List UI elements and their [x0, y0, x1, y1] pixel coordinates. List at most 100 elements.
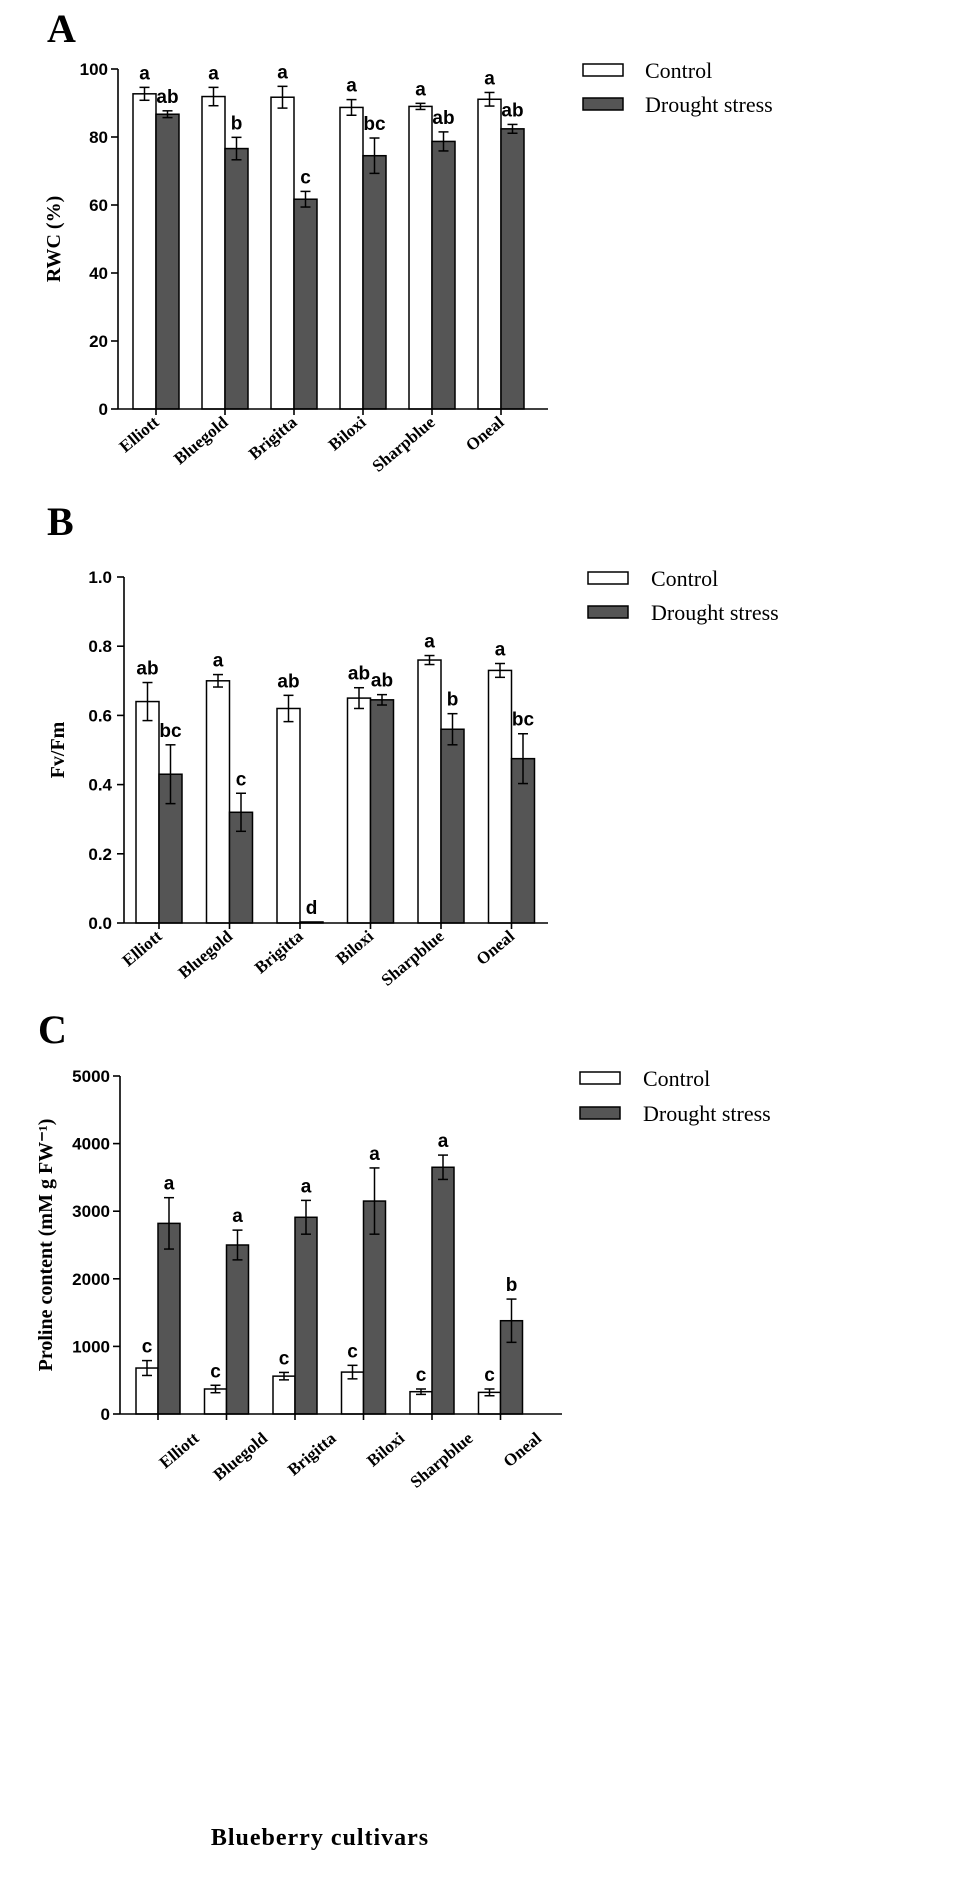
y-axis-label: Fv/Fm [47, 721, 69, 778]
bar-drought-biloxi [369, 699, 395, 924]
bar-control-bluegold [205, 680, 231, 924]
y-tick-label: 60 [89, 196, 108, 215]
significance-letter: ab [348, 664, 370, 685]
x-tick-label: Bluegold [210, 1428, 272, 1484]
y-tick-label: 20 [89, 332, 108, 351]
legend-swatch-control [587, 571, 629, 585]
y-tick-label: 100 [80, 60, 108, 79]
y-tick-label: 80 [89, 128, 108, 147]
bar-drought-oneal [500, 128, 525, 410]
significance-letter: a [139, 63, 150, 84]
bar-drought-sharpblue [440, 728, 465, 924]
bar-control-elliott [135, 700, 160, 924]
panel-b: Bab aab aba abccdabbbc0.00.20.40.60.81.0Ell… [47, 499, 779, 990]
x-tick-label: Elliott [156, 1428, 203, 1472]
bar-control-brigitta [276, 707, 301, 924]
y-tick-label: 0.6 [88, 706, 112, 725]
significance-letter: a [232, 1206, 243, 1227]
y-axis-label: Proline content (mM g FW⁻¹) [35, 1119, 57, 1372]
y-tick-label: 0 [99, 400, 108, 419]
significance-letter: a [346, 76, 357, 97]
significance-letter: b [447, 690, 459, 711]
significance-letter: c [236, 769, 247, 790]
significance-letter: bc [512, 710, 535, 731]
panel-letter: B [47, 499, 74, 544]
x-tick-label: Brigitta [284, 1428, 340, 1479]
bar-drought-elliott [157, 1222, 181, 1415]
significance-letter: bc [363, 114, 386, 135]
y-tick-label: 0.2 [88, 845, 112, 864]
bar-control-biloxi [346, 697, 372, 924]
significance-letter: c [347, 1341, 358, 1362]
significance-letter: a [369, 1144, 380, 1165]
panel-letter: A [47, 6, 76, 51]
x-axis-label: Blueberry cultivars [211, 1825, 429, 1851]
significance-letter: b [506, 1275, 518, 1296]
significance-letter: ab [371, 671, 393, 692]
x-tick-label: Biloxi [325, 412, 370, 454]
significance-letter: ab [501, 100, 523, 121]
bar-control-oneal [477, 98, 502, 410]
significance-letter: c [279, 1348, 290, 1369]
bar-control-brigitta [272, 1375, 296, 1415]
significance-letter: bc [159, 721, 182, 742]
y-tick-label: 3000 [72, 1202, 110, 1221]
significance-letter: ab [156, 87, 178, 108]
legend-swatch-drought [579, 1106, 621, 1120]
legend-swatch-drought [587, 605, 629, 619]
bar-control-sharpblue [408, 105, 433, 410]
significance-letter: ab [432, 108, 454, 129]
significance-letter: ab [277, 671, 299, 692]
legend-swatch-control [579, 1071, 621, 1085]
significance-letter: c [142, 1337, 153, 1358]
significance-letter: a [301, 1176, 312, 1197]
x-tick-label: Brigitta [245, 412, 301, 463]
legend-label-drought: Drought stress [645, 92, 773, 117]
bar-control-bluegold [201, 95, 226, 410]
bar-drought-bluegold [224, 147, 249, 410]
y-tick-label: 0.8 [88, 637, 112, 656]
legend-label-control: Control [643, 1066, 710, 1091]
significance-letter: d [306, 898, 318, 919]
legend: Control Drought stress [579, 1066, 771, 1126]
significance-letter: a [484, 68, 495, 89]
y-tick-label: 1.0 [88, 568, 112, 587]
bar-control-elliott [132, 93, 157, 410]
legend-label-drought: Drought stress [643, 1101, 771, 1126]
y-tick-label: 2000 [72, 1270, 110, 1289]
significance-letter: a [438, 1131, 449, 1152]
bar-drought-bluegold [225, 1244, 250, 1415]
x-tick-label: Oneal [500, 1428, 546, 1471]
x-tick-label: Elliott [119, 926, 166, 970]
y-tick-label: 1000 [72, 1337, 110, 1356]
significance-letter: c [484, 1365, 495, 1386]
bar-control-oneal [487, 669, 513, 924]
x-tick-label: Sharpblue [368, 412, 438, 475]
legend-swatch-control [582, 63, 624, 77]
significance-letter: a [424, 632, 435, 653]
x-tick-label: Sharpblue [377, 926, 447, 989]
significance-letter: a [415, 79, 426, 100]
significance-letter: b [231, 113, 243, 134]
bar-drought-sharpblue [431, 1166, 455, 1415]
x-tick-label: Bluegold [170, 412, 232, 468]
legend-label-control: Control [651, 566, 718, 591]
legend-label-control: Control [645, 58, 712, 83]
significance-letter: c [300, 167, 311, 188]
x-tick-label: Biloxi [363, 1428, 408, 1470]
legend: Control Drought stress [582, 58, 773, 117]
significance-letter: ab [136, 659, 158, 680]
x-tick-label: Biloxi [332, 926, 377, 968]
bar-control-sharpblue [417, 659, 442, 924]
significance-letter: a [164, 1174, 175, 1195]
bar-control-biloxi [339, 106, 364, 410]
x-tick-label: Sharpblue [406, 1428, 476, 1491]
significance-letter: c [210, 1361, 221, 1382]
y-tick-label: 4000 [72, 1135, 110, 1154]
bar-drought-brigitta [294, 1216, 318, 1415]
bar-drought-brigitta [293, 198, 318, 410]
y-tick-label: 0 [101, 1405, 110, 1424]
y-axis-label: RWC (%) [43, 196, 65, 283]
